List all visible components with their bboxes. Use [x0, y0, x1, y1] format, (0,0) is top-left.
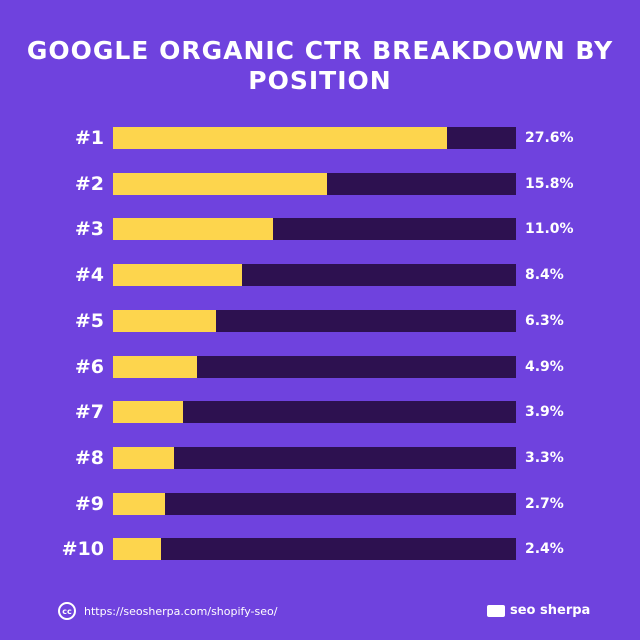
bar-row: #7 3.9% — [0, 401, 640, 424]
bar-track — [113, 218, 516, 241]
category-label: #4 — [74, 264, 104, 287]
bar-track — [113, 355, 516, 378]
source-url[interactable]: https://seosherpa.com/shopify-seo/ — [84, 604, 278, 618]
bar-track — [113, 401, 516, 424]
value-label: 4.9% — [525, 358, 564, 375]
bar-track — [113, 127, 516, 149]
bar-track — [113, 264, 516, 287]
value-label: 27.6% — [525, 130, 574, 146]
bar — [113, 538, 161, 561]
category-label: #7 — [74, 401, 104, 424]
category-label: #1 — [74, 127, 104, 149]
category-label: #2 — [74, 172, 104, 195]
bar-row: #2 15.8% — [0, 172, 640, 195]
bar — [113, 127, 448, 149]
category-label: #10 — [61, 538, 104, 561]
bar-row: #1 27.6% — [0, 127, 640, 149]
bar — [113, 355, 197, 378]
value-label: 8.4% — [525, 267, 564, 284]
value-label: 15.8% — [525, 175, 574, 192]
brand-name: seo sherpa — [510, 603, 591, 618]
bar-row: #6 4.9% — [0, 355, 640, 378]
bar-track — [113, 309, 516, 332]
bar-row: #10 2.4% — [0, 538, 640, 561]
chart-title: GOOGLE ORGANIC CTR BREAKDOWN BY POSITION — [26, 36, 614, 95]
bar-track — [113, 492, 516, 515]
category-label: #3 — [74, 218, 104, 241]
bar — [113, 401, 183, 424]
bar-track — [113, 446, 516, 469]
value-label: 3.3% — [525, 449, 564, 466]
bar-row: #9 2.7% — [0, 492, 640, 515]
value-label: 3.9% — [525, 404, 564, 421]
bar — [113, 492, 165, 515]
bar-row: #3 11.0% — [0, 218, 640, 241]
bar — [113, 446, 175, 469]
creative-commons-icon: cc — [58, 602, 76, 620]
bar-row: #5 6.3% — [0, 309, 640, 332]
category-label: #5 — [74, 309, 104, 332]
category-label: #8 — [74, 446, 104, 469]
brand-logo: seo sherpa — [487, 603, 590, 618]
bar-track — [113, 172, 516, 195]
value-label: 11.0% — [525, 221, 574, 238]
value-label: 2.4% — [525, 541, 564, 558]
bar — [113, 172, 327, 195]
seo-sherpa-logo-icon — [487, 604, 505, 617]
value-label: 6.3% — [525, 312, 564, 329]
bar — [113, 264, 242, 287]
category-label: #9 — [74, 492, 104, 515]
footer-source: cc https://seosherpa.com/shopify-seo/ — [58, 602, 277, 620]
bar-track — [113, 538, 516, 561]
value-label: 2.7% — [525, 495, 564, 512]
category-label: #6 — [74, 355, 104, 378]
bar — [113, 309, 216, 332]
bar-row: #8 3.3% — [0, 446, 640, 469]
bar-row: #4 8.4% — [0, 264, 640, 287]
bar — [113, 218, 274, 241]
